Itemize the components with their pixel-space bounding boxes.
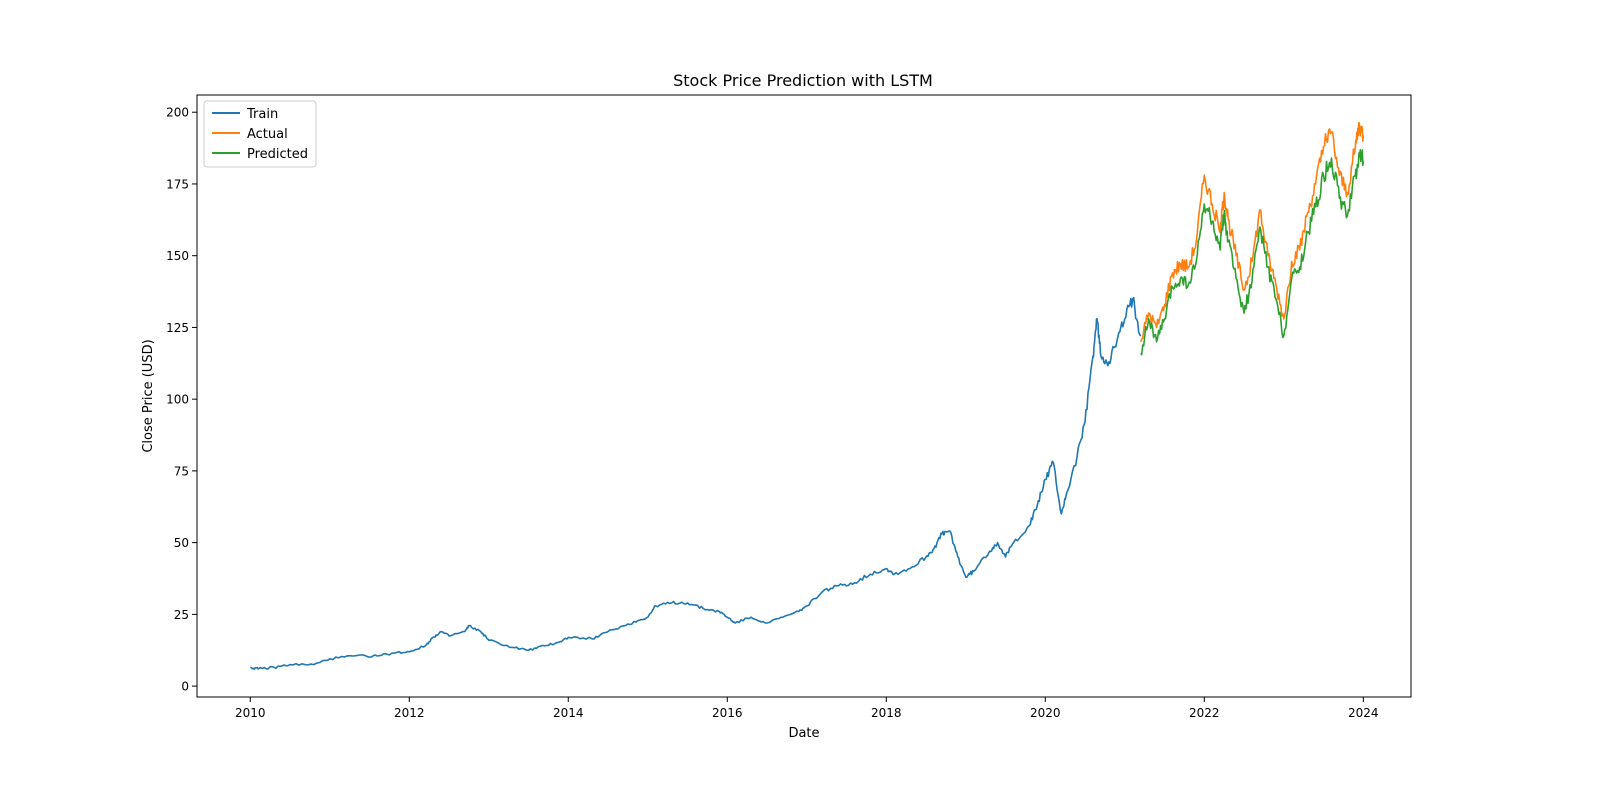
axes-frame xyxy=(196,94,1412,698)
x-tick-label: 2020 xyxy=(1030,706,1061,720)
x-tick-label: 2018 xyxy=(871,706,902,720)
series-line-train xyxy=(250,296,1142,671)
y-tick-label: 75 xyxy=(174,464,189,478)
legend-box xyxy=(203,100,317,168)
y-tick-label: 100 xyxy=(166,393,189,407)
series-line-actual xyxy=(1139,121,1365,343)
x-tick-label: 2016 xyxy=(712,706,743,720)
legend: Train Actual Predicted xyxy=(203,100,317,168)
x-tick-label: 2012 xyxy=(394,706,425,720)
series-line-predicted xyxy=(1140,149,1365,356)
x-tick-label: 2010 xyxy=(235,706,266,720)
y-tick-label: 150 xyxy=(166,249,189,263)
legend-label-train: Train xyxy=(246,107,278,122)
y-tick-label: 125 xyxy=(166,321,189,335)
x-tick-label: 2022 xyxy=(1189,706,1220,720)
x-axis-label: Date xyxy=(788,726,819,741)
legend-label-predicted: Predicted xyxy=(247,147,308,162)
y-axis-label: Close Price (USD) xyxy=(141,339,156,452)
y-tick-label: 50 xyxy=(174,536,189,550)
x-axis: 2010 2012 2014 2016 2018 2020 2022 2024 xyxy=(235,697,1379,720)
y-tick-label: 0 xyxy=(181,680,189,694)
y-tick-label: 200 xyxy=(166,106,189,120)
y-tick-label: 175 xyxy=(166,177,189,191)
legend-label-actual: Actual xyxy=(247,127,288,142)
y-tick-label: 25 xyxy=(174,608,189,622)
series-layer xyxy=(250,121,1365,671)
x-tick-label: 2014 xyxy=(553,706,584,720)
chart-title: Stock Price Prediction with LSTM xyxy=(673,71,933,90)
x-tick-label: 2024 xyxy=(1348,706,1379,720)
y-axis: 0 25 50 75 100 125 150 175 200 xyxy=(166,106,197,694)
